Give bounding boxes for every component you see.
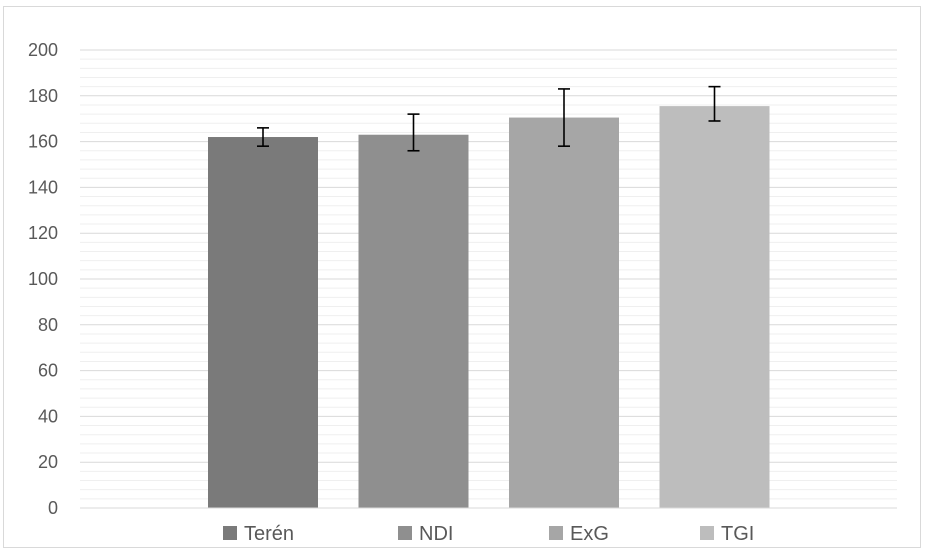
y-tick-label: 20 [38, 452, 58, 472]
y-tick-label: 0 [48, 498, 58, 518]
legend-label: ExG [570, 523, 609, 545]
error-bar-exg [558, 88, 570, 147]
legend-label: Terén [244, 523, 294, 545]
y-axis-tick-labels: 0 20 40 60 80 100 120 140 160 180 200 [28, 40, 58, 518]
legend-item-exg: ExG [549, 523, 609, 545]
legend-item-terén: Terén [223, 523, 294, 545]
y-tick-label: 100 [28, 269, 58, 289]
bar-terén [208, 137, 318, 508]
bars [208, 106, 770, 509]
legend-swatch [223, 526, 237, 540]
legend-label: TGI [721, 523, 754, 545]
major-gridlines [80, 49, 897, 463]
y-tick-label: 160 [28, 132, 58, 152]
y-tick-label: 140 [28, 177, 58, 197]
bar-ndi [358, 134, 469, 509]
error-bar-terén [257, 127, 269, 147]
legend-swatch [398, 526, 412, 540]
y-tick-label: 80 [38, 315, 58, 335]
legend-label: NDI [419, 523, 453, 545]
y-tick-label: 40 [38, 406, 58, 426]
error-bars [257, 85, 721, 152]
bar-tgi [659, 106, 770, 508]
legend-swatch [549, 526, 563, 540]
bar-exg [509, 117, 619, 509]
error-bar-ndi [407, 113, 420, 152]
legend-item-ndi: NDI [398, 523, 453, 545]
legend: Terén NDI ExG TGI [223, 523, 754, 545]
y-tick-label: 60 [38, 361, 58, 381]
y-tick-label: 120 [28, 223, 58, 243]
legend-item-tgi: TGI [700, 523, 754, 545]
y-tick-label: 180 [28, 86, 58, 106]
legend-swatch [700, 526, 714, 540]
y-tick-label: 200 [28, 40, 58, 60]
error-bar-tgi [708, 85, 721, 122]
